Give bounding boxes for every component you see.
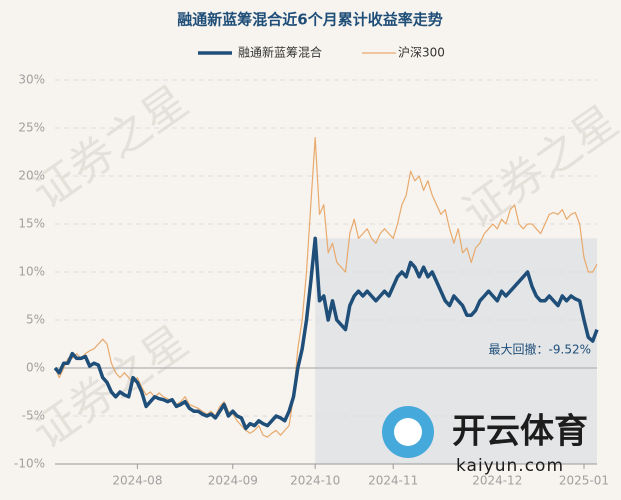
x-tick-label: 2024-12 (472, 474, 522, 488)
y-tick-label: 30% (18, 73, 45, 87)
y-tick-label: 5% (26, 313, 45, 327)
x-tick-label: 2024-08 (112, 474, 162, 488)
logo-text: 开云体育 (452, 412, 588, 452)
x-tick-label: 2024-10 (290, 474, 340, 488)
logo: 开云体育 kaiyun.com (382, 406, 588, 476)
annotation: 最大回撤：-9.52% (489, 342, 591, 357)
chart-title: 融通新蓝筹混合近6个月累计收益率走势 (177, 11, 442, 29)
series-line (53, 236, 599, 431)
y-tick-label: -5% (22, 409, 45, 423)
x-tick-label: 2024-09 (208, 474, 258, 488)
y-tick-label: 25% (18, 121, 45, 135)
y-tick-label: 20% (18, 169, 45, 183)
logo-icon (394, 418, 422, 446)
x-tick-label: 2025-01 (559, 474, 609, 488)
series-line (54, 137, 598, 438)
y-tick-label: 15% (18, 217, 45, 231)
legend-label: 沪深300 (398, 46, 445, 60)
y-tick-label: 0% (26, 361, 45, 375)
legend-label: 融通新蓝筹混合 (238, 45, 322, 60)
drawdown-area (315, 238, 597, 464)
plot: -10% -5% 0% 5% 10% 15% 20% 25% 30% 2024-08 2024-09… (14, 73, 609, 488)
y-tick-label: 10% (18, 265, 45, 279)
logo-url: kaiyun.com (456, 456, 564, 476)
y-tick-label: -10% (14, 457, 45, 471)
x-tick-label: 2024-11 (368, 474, 418, 488)
